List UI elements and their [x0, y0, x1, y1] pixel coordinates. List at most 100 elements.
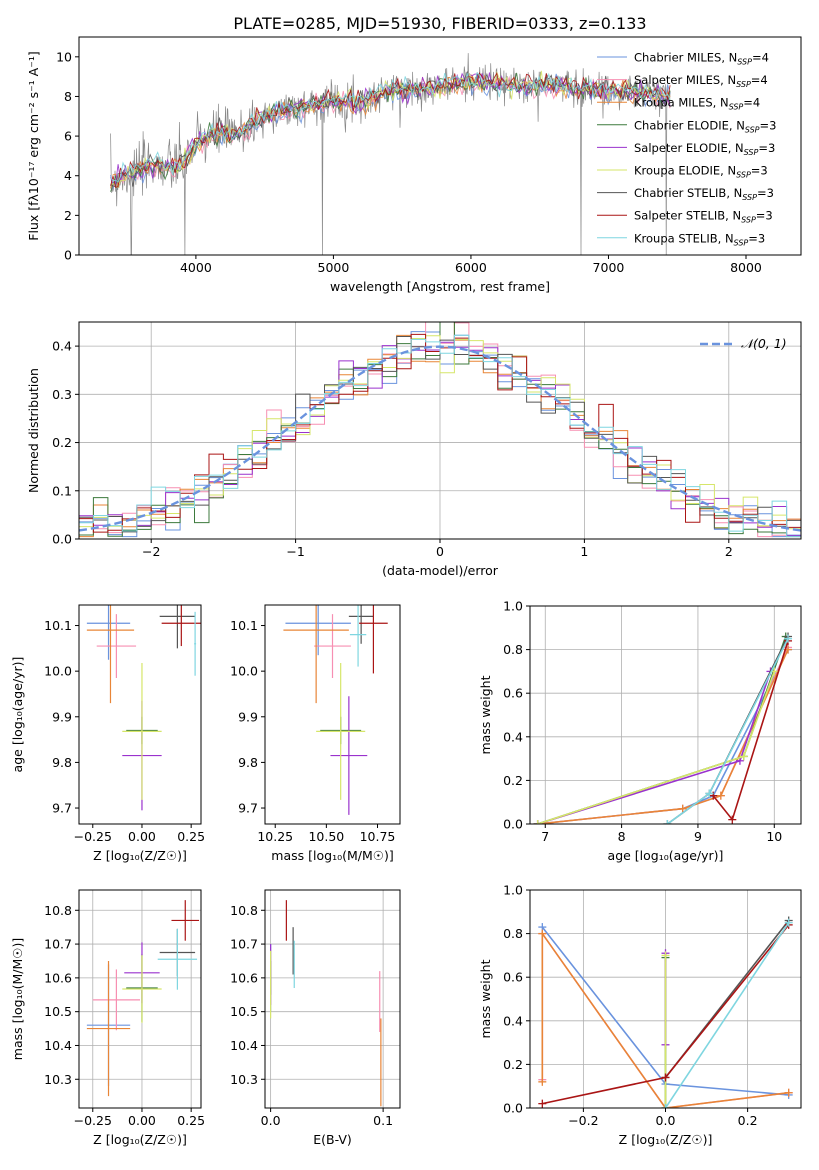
errorbar-salpeter-stelib [161, 605, 201, 647]
x-tick-label: 7000 [593, 260, 625, 275]
errorbar-salpeter-stelib [171, 900, 200, 941]
y-axis-label: Flux [fλ10⁻¹⁷ erg cm⁻² s⁻¹ A⁻¹] [26, 51, 41, 240]
x-tick-label: 5000 [318, 260, 350, 275]
weight-marker-kroupa-stelib [663, 820, 672, 824]
frame: 10.25 10.50 10.75 9.7 9.8 9.9 10.0 10.1 mass [lo… [230, 604, 401, 863]
y-axis-label: age [log₁₀(age/yr)] [10, 657, 25, 773]
x-tick-label: 8000 [730, 260, 762, 275]
legend-label-salpeter-miles: Salpeter MILES, NSSP=4 [634, 73, 768, 89]
x-tick-label: −1 [286, 544, 304, 559]
frame: −2 −1 0 1 2 0.0 0.1 0.2 0.3 0.4 (data-model)/error… [26, 321, 802, 578]
errorbar-kroupa-stelib [349, 605, 367, 667]
x-tick-label: 0.0 [261, 1113, 281, 1128]
y-tick-label: 9.9 [52, 709, 72, 724]
legend-label-chabrier-miles: Chabrier MILES, NSSP=4 [634, 51, 769, 67]
axes-frame [78, 889, 202, 1109]
axes-frame [529, 605, 802, 825]
weight-marker-kroupa-stelib [784, 634, 793, 643]
errorbar-salpeter-stelib [359, 605, 388, 674]
y-tick-label: 10.0 [230, 664, 258, 679]
x-tick-label: −2 [142, 544, 160, 559]
x-tick-label: 0.25 [177, 829, 205, 844]
x-tick-label: 10.25 [257, 829, 293, 844]
frame: −0.25 0.00 0.25 9.7 9.8 9.9 10.0 10.1 Z [log₁₀(Z… [10, 604, 205, 863]
plot-area [533, 632, 793, 824]
y-tick-label: 0.0 [503, 1101, 523, 1116]
axes-frame [264, 604, 401, 825]
grid [79, 890, 201, 1108]
x-tick-label: 0.2 [738, 1113, 758, 1128]
y-tick-label: 9.7 [238, 801, 258, 816]
y-tick-label: 10.5 [230, 1004, 258, 1019]
y-tick-label: 0.2 [52, 435, 72, 450]
y-tick-label: 6 [64, 129, 72, 144]
y-tick-label: 10.1 [44, 618, 72, 633]
y-tick-label: 8 [64, 89, 72, 104]
y-tick-label: 0.6 [503, 970, 523, 985]
x-tick-label: 8 [618, 829, 626, 844]
y-tick-label: 0.8 [503, 926, 523, 941]
y-tick-label: 4 [64, 168, 72, 183]
y-axis-label: mass weight [478, 675, 493, 754]
x-tick-label: 10.50 [308, 829, 344, 844]
x-tick-label: 6000 [455, 260, 487, 275]
errorbar-kroupa-miles [86, 605, 135, 704]
y-tick-label: 10.7 [44, 937, 72, 952]
x-tick-label: −0.25 [74, 829, 112, 844]
y-tick-label: 0.0 [503, 817, 523, 832]
legend: 𝒩(0, 1) [700, 336, 787, 351]
y-tick-label: 9.8 [238, 755, 258, 770]
y-tick-label: 1.0 [503, 883, 523, 898]
y-tick-label: 9.8 [52, 755, 72, 770]
y-tick-label: 9.7 [52, 801, 72, 816]
x-axis-label: wavelength [Angstrom, rest frame] [330, 279, 550, 294]
weight-marker-kroupa-miles [538, 1077, 547, 1086]
weight-line-kroupa-stelib [664, 922, 790, 1108]
weight-marker-kroupa-miles [716, 791, 725, 800]
weight-marker-kroupa-stelib [784, 918, 793, 927]
axes-frame [264, 889, 401, 1109]
weight-line-kroupa-miles [541, 931, 789, 1108]
normal-curve [79, 345, 801, 532]
weight-marker-kroupa-elodie [739, 752, 748, 761]
x-axis-label: E(B-V) [313, 1132, 352, 1147]
weight-line-kroupa-miles [537, 649, 789, 824]
axes-mass-vs-Z: −0.25 0.00 0.25 10.3 10.4 10.5 10.6 10.7 10.8 Z [… [10, 889, 205, 1147]
y-tick-label: 1.0 [503, 599, 523, 614]
x-tick-label: 10 [766, 829, 782, 844]
axes-mass-vs-EBV: 0.0 0.1 10.3 10.4 10.5 10.6 10.7 10.8 E(B-V) [230, 889, 401, 1147]
y-axis-label: Normed distribution [26, 368, 41, 493]
plot-area [79, 322, 801, 538]
y-tick-label: 10.3 [44, 1072, 72, 1087]
frame: 7 8 9 10 0.0 0.2 0.4 0.6 0.8 1.0 age [log₁₀(age/yr… [478, 599, 802, 863]
y-tick-label: 10.4 [44, 1038, 72, 1053]
x-axis-label: mass [log₁₀(M/M☉)] [271, 848, 393, 863]
frame: 4000 5000 6000 7000 8000 0 2 4 6 8 10 wavelength [A… [26, 36, 802, 294]
weight-marker-kroupa-miles [784, 1088, 793, 1097]
y-tick-label: 10.8 [44, 903, 72, 918]
y-tick-label: 9.9 [238, 709, 258, 724]
x-axis-label: Z [log₁₀(Z/Z☉)] [93, 848, 187, 863]
x-tick-label: −0.25 [74, 1113, 112, 1128]
legend-label-kroupa-miles: Kroupa MILES, NSSP=4 [634, 96, 760, 112]
legend-label-salpeter-stelib: Salpeter STELIB, NSSP=3 [634, 209, 773, 225]
x-tick-label: 0 [436, 544, 444, 559]
weight-line-chabrier-elodie [537, 636, 787, 824]
x-tick-label: 0.25 [177, 1113, 205, 1128]
y-tick-label: 0.6 [503, 686, 523, 701]
x-tick-label: 10.75 [360, 829, 396, 844]
y-tick-label: 10.3 [230, 1072, 258, 1087]
axes-weight-vs-age: 7 8 9 10 0.0 0.2 0.4 0.6 0.8 1.0 age [log₁₀(age/yr… [478, 599, 802, 863]
weight-marker-kroupa-elodie [661, 951, 670, 960]
x-tick-label: 4000 [180, 260, 212, 275]
grid [530, 605, 801, 825]
weight-line-salpeter-elodie [537, 671, 772, 824]
x-axis-label: (data-model)/error [382, 563, 499, 578]
errorbar-kroupa-elodie [316, 662, 366, 800]
y-tick-label: 0.4 [503, 1013, 523, 1028]
y-tick-label: 10.6 [44, 970, 72, 985]
weight-line-kroupa-stelib [666, 638, 789, 824]
y-tick-label: 0.8 [503, 642, 523, 657]
errorbar-chabrier-stelib [159, 605, 196, 649]
plot-area [86, 900, 200, 1097]
